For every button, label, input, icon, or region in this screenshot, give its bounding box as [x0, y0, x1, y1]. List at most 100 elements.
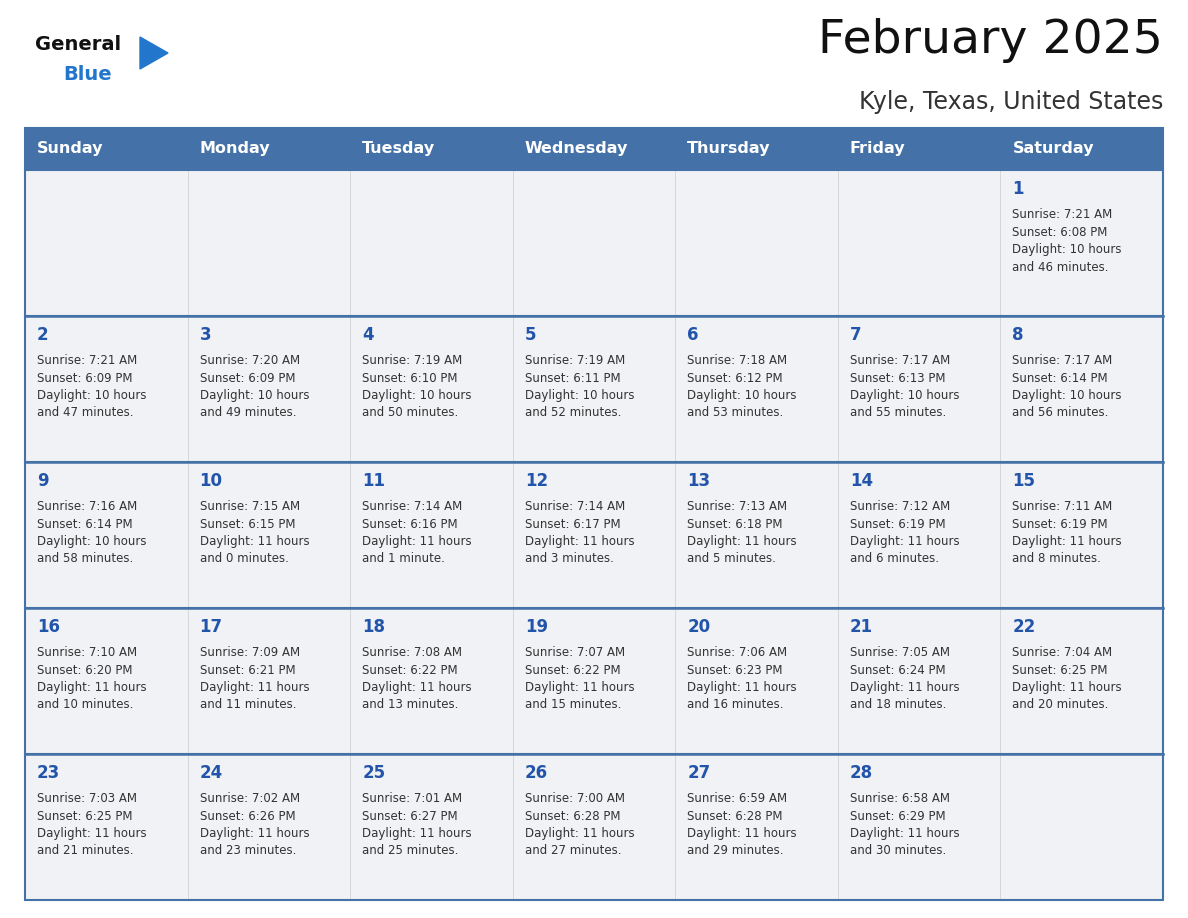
- Text: Daylight: 10 hours: Daylight: 10 hours: [849, 389, 960, 402]
- Text: and 27 minutes.: and 27 minutes.: [525, 845, 621, 857]
- Text: 21: 21: [849, 618, 873, 636]
- Text: Sunrise: 7:07 AM: Sunrise: 7:07 AM: [525, 646, 625, 659]
- Text: and 16 minutes.: and 16 minutes.: [688, 699, 784, 711]
- Bar: [188, 608, 350, 754]
- Text: Daylight: 11 hours: Daylight: 11 hours: [849, 827, 960, 840]
- Bar: [350, 754, 513, 900]
- Text: Sunset: 6:15 PM: Sunset: 6:15 PM: [200, 518, 295, 531]
- Text: Sunset: 6:08 PM: Sunset: 6:08 PM: [1012, 226, 1107, 239]
- Text: and 55 minutes.: and 55 minutes.: [849, 407, 946, 420]
- Text: and 18 minutes.: and 18 minutes.: [849, 699, 946, 711]
- Text: 12: 12: [525, 472, 548, 490]
- Text: Monday: Monday: [200, 141, 270, 156]
- Text: Daylight: 11 hours: Daylight: 11 hours: [1012, 535, 1121, 548]
- Text: and 0 minutes.: and 0 minutes.: [200, 553, 289, 565]
- Text: and 1 minute.: and 1 minute.: [362, 553, 446, 565]
- Text: and 6 minutes.: and 6 minutes.: [849, 553, 939, 565]
- Text: Sunrise: 7:17 AM: Sunrise: 7:17 AM: [1012, 354, 1113, 367]
- Text: Kyle, Texas, United States: Kyle, Texas, United States: [859, 90, 1163, 114]
- Text: Sunset: 6:28 PM: Sunset: 6:28 PM: [688, 810, 783, 823]
- Text: 10: 10: [200, 472, 222, 490]
- Bar: [838, 316, 1000, 462]
- Text: 20: 20: [688, 618, 710, 636]
- Text: 6: 6: [688, 326, 699, 344]
- Bar: [1000, 462, 1163, 608]
- Bar: [188, 170, 350, 316]
- Text: and 8 minutes.: and 8 minutes.: [1012, 553, 1101, 565]
- Text: Sunrise: 7:17 AM: Sunrise: 7:17 AM: [849, 354, 950, 367]
- Text: 2: 2: [37, 326, 49, 344]
- Bar: [188, 316, 350, 462]
- Text: and 15 minutes.: and 15 minutes.: [525, 699, 621, 711]
- Text: Sunset: 6:09 PM: Sunset: 6:09 PM: [200, 372, 295, 385]
- Text: Sunrise: 7:21 AM: Sunrise: 7:21 AM: [37, 354, 138, 367]
- Bar: [1000, 170, 1163, 316]
- Text: 5: 5: [525, 326, 536, 344]
- Text: Sunrise: 7:02 AM: Sunrise: 7:02 AM: [200, 792, 299, 805]
- Text: Sunrise: 7:00 AM: Sunrise: 7:00 AM: [525, 792, 625, 805]
- Text: 26: 26: [525, 764, 548, 782]
- Text: and 5 minutes.: and 5 minutes.: [688, 553, 776, 565]
- Text: and 52 minutes.: and 52 minutes.: [525, 407, 621, 420]
- Text: 13: 13: [688, 472, 710, 490]
- Text: and 23 minutes.: and 23 minutes.: [200, 845, 296, 857]
- Text: Thursday: Thursday: [688, 141, 771, 156]
- Text: Sunset: 6:29 PM: Sunset: 6:29 PM: [849, 810, 946, 823]
- Bar: [1000, 754, 1163, 900]
- Text: and 49 minutes.: and 49 minutes.: [200, 407, 296, 420]
- Text: Sunset: 6:13 PM: Sunset: 6:13 PM: [849, 372, 946, 385]
- Text: 8: 8: [1012, 326, 1024, 344]
- Text: General: General: [34, 35, 121, 54]
- Text: Daylight: 10 hours: Daylight: 10 hours: [362, 389, 472, 402]
- Text: Sunrise: 7:13 AM: Sunrise: 7:13 AM: [688, 500, 788, 513]
- Text: Daylight: 10 hours: Daylight: 10 hours: [688, 389, 797, 402]
- Text: and 13 minutes.: and 13 minutes.: [362, 699, 459, 711]
- Bar: [838, 608, 1000, 754]
- Text: and 21 minutes.: and 21 minutes.: [37, 845, 133, 857]
- Bar: [838, 170, 1000, 316]
- Bar: [25, 128, 1163, 900]
- Text: 16: 16: [37, 618, 61, 636]
- Text: Sunrise: 7:12 AM: Sunrise: 7:12 AM: [849, 500, 950, 513]
- Text: Sunrise: 7:10 AM: Sunrise: 7:10 AM: [37, 646, 137, 659]
- Text: Daylight: 11 hours: Daylight: 11 hours: [200, 827, 309, 840]
- Text: and 11 minutes.: and 11 minutes.: [200, 699, 296, 711]
- Text: Daylight: 10 hours: Daylight: 10 hours: [37, 535, 146, 548]
- Bar: [350, 316, 513, 462]
- Text: Daylight: 11 hours: Daylight: 11 hours: [1012, 681, 1121, 694]
- Bar: [1000, 608, 1163, 754]
- Text: Sunset: 6:10 PM: Sunset: 6:10 PM: [362, 372, 457, 385]
- Text: Sunrise: 7:06 AM: Sunrise: 7:06 AM: [688, 646, 788, 659]
- Bar: [350, 608, 513, 754]
- Text: 9: 9: [37, 472, 49, 490]
- Text: 18: 18: [362, 618, 385, 636]
- Text: Tuesday: Tuesday: [362, 141, 435, 156]
- Text: 22: 22: [1012, 618, 1036, 636]
- Text: Daylight: 11 hours: Daylight: 11 hours: [688, 535, 797, 548]
- Text: Sunrise: 7:03 AM: Sunrise: 7:03 AM: [37, 792, 137, 805]
- Text: Sunset: 6:27 PM: Sunset: 6:27 PM: [362, 810, 457, 823]
- Text: Sunrise: 7:15 AM: Sunrise: 7:15 AM: [200, 500, 299, 513]
- Text: Daylight: 11 hours: Daylight: 11 hours: [688, 681, 797, 694]
- Text: Sunrise: 7:08 AM: Sunrise: 7:08 AM: [362, 646, 462, 659]
- Text: and 58 minutes.: and 58 minutes.: [37, 553, 133, 565]
- Text: Sunrise: 7:14 AM: Sunrise: 7:14 AM: [362, 500, 462, 513]
- Text: Sunrise: 7:11 AM: Sunrise: 7:11 AM: [1012, 500, 1113, 513]
- Bar: [1000, 316, 1163, 462]
- Text: Daylight: 10 hours: Daylight: 10 hours: [200, 389, 309, 402]
- Bar: [188, 462, 350, 608]
- Text: 15: 15: [1012, 472, 1036, 490]
- Bar: [350, 462, 513, 608]
- Bar: [513, 754, 675, 900]
- Text: 28: 28: [849, 764, 873, 782]
- Text: February 2025: February 2025: [819, 18, 1163, 63]
- Bar: [675, 170, 838, 316]
- Text: 3: 3: [200, 326, 211, 344]
- Text: Blue: Blue: [63, 65, 112, 84]
- Text: 24: 24: [200, 764, 223, 782]
- Text: and 3 minutes.: and 3 minutes.: [525, 553, 613, 565]
- Text: 1: 1: [1012, 180, 1024, 198]
- Text: Daylight: 11 hours: Daylight: 11 hours: [37, 681, 146, 694]
- Bar: [25, 128, 1163, 170]
- Text: Sunset: 6:25 PM: Sunset: 6:25 PM: [1012, 664, 1108, 677]
